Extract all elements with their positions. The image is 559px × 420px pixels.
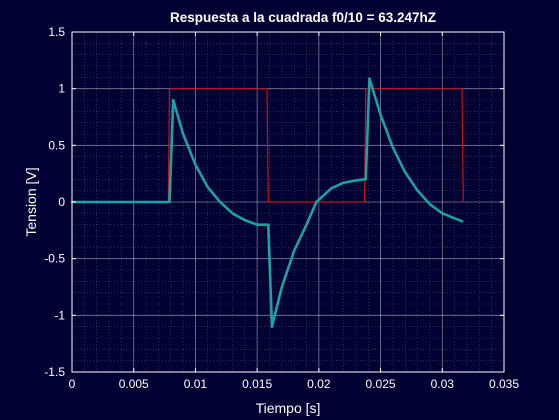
x-tick-label: 0.035 [489, 377, 519, 391]
series-layer [70, 77, 464, 328]
x-tick-labels: 0 0.005 0.01 0.015 0.02 0.025 0.03 0.035 [69, 377, 520, 391]
y-axis-label: Tension [V] [23, 167, 39, 236]
x-tick-label: 0.03 [431, 377, 455, 391]
x-tick-label: 0.02 [307, 377, 331, 391]
x-tick-label: 0.005 [119, 377, 149, 391]
series-line-2 [70, 77, 464, 328]
x-tick-label: 0.01 [184, 377, 208, 391]
x-tick-label: 0.025 [366, 377, 396, 391]
y-tick-label: 0 [58, 195, 65, 209]
y-tick-label: -1.5 [44, 365, 65, 379]
y-tick-labels: -1.5 -1 -0.5 0 0.5 1 1.5 [44, 25, 65, 379]
tick-marks [71, 31, 505, 373]
minor-grid [72, 32, 504, 372]
chart-title: Respuesta a la cuadrada f0/10 = 63.247hZ [170, 10, 436, 25]
series-line-1 [71, 88, 464, 203]
x-axis-label: Tiempo [s] [256, 400, 321, 416]
x-tick-label: 0.015 [242, 377, 272, 391]
y-tick-label: 1.5 [48, 25, 65, 39]
y-tick-label: 0.5 [48, 138, 65, 152]
y-tick-label: 1 [58, 82, 65, 96]
y-tick-label: -0.5 [44, 252, 65, 266]
y-tick-label: -1 [54, 308, 65, 322]
x-tick-label: 0 [69, 377, 76, 391]
